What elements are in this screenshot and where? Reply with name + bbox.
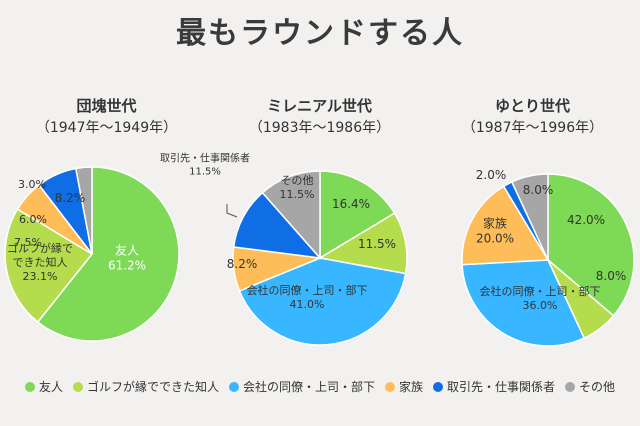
legend-swatch bbox=[385, 381, 395, 392]
data-label-family: 6.0% bbox=[19, 213, 47, 226]
legend: 友人 ゴルフが縁でできた知人 会社の同僚・上司・部下 家族 取引先・仕事関係者 … bbox=[0, 378, 640, 395]
legend-swatch bbox=[433, 381, 444, 392]
chart-title: ゆとり世代 bbox=[494, 97, 570, 115]
data-label-family: 8.2% bbox=[227, 257, 258, 271]
page-title: 最もラウンドする人 bbox=[176, 16, 464, 51]
data-label-business: 2.0% bbox=[476, 168, 507, 182]
pie-svg: 友人 61.2% ゴルフが縁でできた知人 23.1%7.5% 6.0% 3.0% 8.2% bbox=[4, 166, 180, 342]
pie-chart-dankai: 団塊世代 （1947年〜1949年） 友人 61.2% ゴルフが縁でできた知人 23.… bbox=[0, 96, 213, 346]
legend-item-business: 取引先・仕事関係者 bbox=[433, 378, 555, 395]
data-label-coworker: 会社の同僚・上司・部下 36.0% bbox=[480, 284, 601, 312]
pie-slice-coworker bbox=[238, 257, 407, 346]
chart-subtitle: （1947年〜1949年） bbox=[35, 120, 178, 136]
pie-slice-other bbox=[74, 166, 93, 255]
legend-swatch bbox=[565, 381, 576, 392]
pie-svg: 16.4% 11.5% 会社の同僚・上司・部下 41.0% 8.2% 取引先・仕事関係者 1… bbox=[160, 152, 408, 346]
pie-slice-friend bbox=[547, 173, 635, 317]
pie-slice-other bbox=[261, 170, 321, 260]
legend-label: 家族 bbox=[399, 380, 424, 394]
legend-item-golf-acquaintance: ゴルフが縁でできた知人 bbox=[72, 378, 219, 395]
data-label-friend: 16.4% bbox=[332, 197, 370, 211]
legend-label: 会社の同僚・上司・部下 bbox=[242, 380, 375, 394]
data-label-golf-acquaintance: 8.0% bbox=[596, 269, 627, 283]
pie-slice-family bbox=[461, 185, 550, 266]
data-label-coworker: 会社の同僚・上司・部下 41.0% bbox=[247, 283, 368, 311]
legend-item-other: その他 bbox=[565, 378, 615, 395]
legend-swatch bbox=[24, 381, 35, 392]
data-label-business: 取引先・仕事関係者 11.5% bbox=[160, 152, 250, 178]
legend-swatch bbox=[228, 381, 239, 392]
pie-slice-golf-acquaintance bbox=[317, 212, 408, 275]
legend-item-family: 家族 bbox=[385, 378, 423, 395]
pie-svg: 42.0%8.0%会社の同僚・上司・部下 36.0%家族 20.0%2.0%8.0% bbox=[461, 168, 635, 347]
pie-slice-golf-acquaintance bbox=[4, 208, 94, 324]
data-label-other: 8.2% bbox=[55, 191, 86, 205]
pie-slice-friend bbox=[319, 170, 396, 260]
label-leader-line bbox=[226, 204, 238, 218]
legend-item-friend: 友人 bbox=[24, 378, 63, 395]
data-label-other: 8.0% bbox=[523, 183, 554, 197]
data-label-other: その他 11.5% bbox=[280, 174, 315, 201]
pie-slice-business bbox=[232, 191, 322, 259]
data-label-golf-acquaintance: 11.5% bbox=[358, 237, 396, 251]
data-label-friend: 友人 61.2% bbox=[108, 244, 146, 273]
chart-title: ミレニアル世代 bbox=[267, 97, 372, 115]
legend-item-coworker: 会社の同僚・上司・部下 bbox=[228, 378, 375, 395]
data-label-business: 3.0% bbox=[18, 178, 46, 191]
legend-label: ゴルフが縁でできた知人 bbox=[86, 380, 219, 394]
chart-subtitle: （1983年〜1986年） bbox=[248, 120, 391, 136]
chart-subtitle: （1987年〜1996年） bbox=[461, 120, 604, 136]
pie-chart-yutori: ゆとり世代 （1987年〜1996年） 42.0% 8.0% 会社の同僚・上司・部下… bbox=[426, 96, 639, 347]
pie-slice-coworker bbox=[461, 259, 586, 347]
pie-slice-other bbox=[510, 173, 549, 261]
chart-title: 団塊世代 bbox=[76, 97, 137, 115]
legend-label: その他 bbox=[579, 380, 616, 394]
data-label-golf-acquaintance: ゴルフが縁でできた知人 23.1% bbox=[7, 241, 73, 283]
legend-label: 友人 bbox=[38, 380, 63, 394]
data-label-family: 家族 20.0% bbox=[476, 216, 514, 246]
legend-label: 取引先・仕事関係者 bbox=[447, 380, 556, 394]
data-label-friend: 42.0% bbox=[567, 213, 605, 227]
data-label-coworker: 7.5% bbox=[14, 236, 42, 249]
pie-chart-millennial: ミレニアル世代 （1983年〜1986年） 16.4% 11.5% 会社の同僚・上司… bbox=[160, 96, 426, 346]
pie-slice-friend bbox=[36, 166, 180, 342]
legend-swatch bbox=[72, 381, 83, 392]
